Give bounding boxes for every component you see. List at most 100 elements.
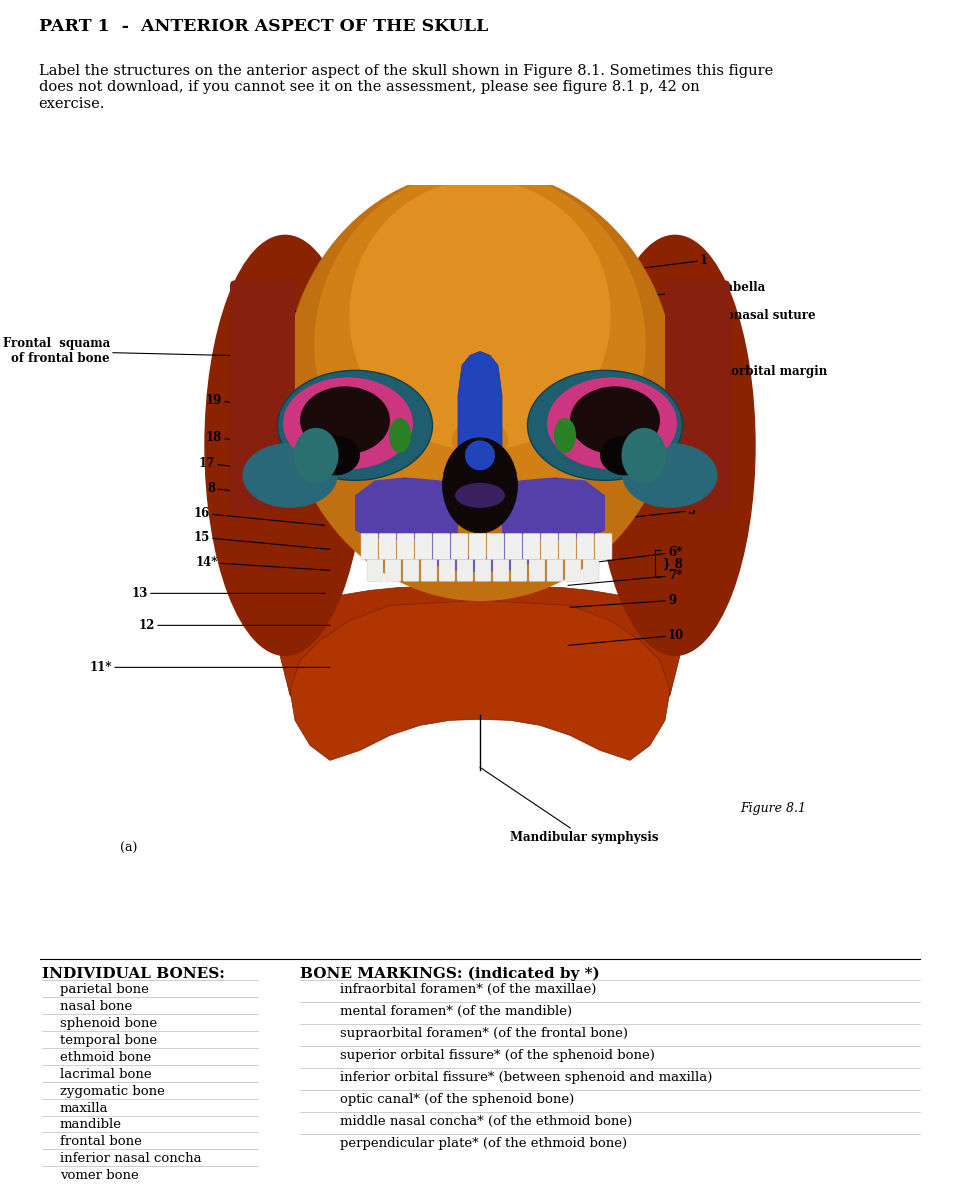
Text: 14*: 14*	[196, 555, 330, 571]
Polygon shape	[290, 600, 670, 760]
FancyBboxPatch shape	[361, 533, 378, 559]
Text: 2*: 2*	[540, 337, 704, 360]
Ellipse shape	[465, 440, 495, 470]
Text: 16: 16	[194, 507, 325, 526]
FancyBboxPatch shape	[493, 559, 509, 581]
Polygon shape	[280, 585, 680, 715]
FancyBboxPatch shape	[565, 559, 581, 581]
FancyBboxPatch shape	[439, 559, 455, 581]
FancyBboxPatch shape	[511, 559, 527, 581]
Text: maxilla: maxilla	[60, 1101, 108, 1114]
FancyBboxPatch shape	[379, 533, 396, 559]
Ellipse shape	[242, 443, 337, 508]
Ellipse shape	[315, 170, 645, 520]
FancyBboxPatch shape	[403, 559, 419, 581]
Text: 1: 1	[545, 253, 708, 281]
Ellipse shape	[527, 371, 683, 481]
Ellipse shape	[283, 378, 413, 469]
Ellipse shape	[310, 436, 360, 475]
Ellipse shape	[442, 438, 518, 533]
Text: Supraorbital margin: Supraorbital margin	[558, 365, 827, 387]
FancyBboxPatch shape	[529, 559, 545, 581]
Text: 7*: 7*	[568, 568, 682, 585]
Ellipse shape	[205, 236, 365, 656]
Text: temporal bone: temporal bone	[60, 1034, 157, 1047]
Ellipse shape	[455, 483, 505, 508]
Text: 8: 8	[207, 482, 325, 501]
Text: inferior orbital fissure* (between sphenoid and maxilla): inferior orbital fissure* (between sphen…	[340, 1070, 712, 1083]
Polygon shape	[420, 530, 540, 572]
Text: PART 1  -  ANTERIOR ASPECT OF THE SKULL: PART 1 - ANTERIOR ASPECT OF THE SKULL	[39, 18, 488, 34]
Ellipse shape	[554, 418, 576, 452]
Ellipse shape	[595, 236, 755, 656]
Ellipse shape	[300, 386, 390, 455]
Ellipse shape	[600, 436, 650, 475]
Text: 17: 17	[199, 457, 325, 477]
FancyBboxPatch shape	[451, 533, 468, 559]
Text: 4*: 4*	[578, 465, 704, 485]
Text: Mandibular symphysis: Mandibular symphysis	[480, 767, 659, 844]
FancyBboxPatch shape	[469, 533, 486, 559]
FancyBboxPatch shape	[547, 559, 563, 581]
Text: Figure 8.1: Figure 8.1	[740, 803, 806, 816]
FancyBboxPatch shape	[541, 533, 558, 559]
FancyBboxPatch shape	[559, 533, 576, 559]
Text: parietal bone: parietal bone	[60, 983, 149, 996]
Ellipse shape	[621, 427, 667, 483]
FancyBboxPatch shape	[583, 559, 599, 581]
Text: supraorbital foramen* (of the frontal bone): supraorbital foramen* (of the frontal bo…	[340, 1027, 628, 1040]
Ellipse shape	[277, 371, 433, 481]
FancyBboxPatch shape	[230, 281, 295, 510]
Text: 18: 18	[206, 431, 325, 451]
Ellipse shape	[622, 443, 718, 508]
Text: } 8: } 8	[663, 556, 683, 570]
FancyBboxPatch shape	[421, 559, 437, 581]
FancyBboxPatch shape	[457, 559, 473, 581]
Text: perpendicular plate* (of the ethmoid bone): perpendicular plate* (of the ethmoid bon…	[340, 1137, 627, 1150]
Ellipse shape	[294, 427, 338, 483]
Text: Label the structures on the anterior aspect of the skull shown in Figure 8.1. So: Label the structures on the anterior asp…	[39, 64, 773, 110]
Text: INDIVIDUAL BONES:: INDIVIDUAL BONES:	[42, 967, 225, 980]
FancyBboxPatch shape	[367, 559, 383, 581]
Text: lacrimal bone: lacrimal bone	[60, 1068, 152, 1081]
Text: mandible: mandible	[60, 1119, 122, 1132]
Text: BONE MARKINGS: (indicated by *): BONE MARKINGS: (indicated by *)	[300, 967, 600, 982]
Text: superior orbital fissure* (of the sphenoid bone): superior orbital fissure* (of the spheno…	[340, 1049, 655, 1062]
Text: 10: 10	[568, 629, 684, 645]
Ellipse shape	[285, 170, 675, 600]
Text: ethmoid bone: ethmoid bone	[60, 1050, 152, 1063]
Text: mental foramen* (of the mandible): mental foramen* (of the mandible)	[340, 1005, 572, 1018]
Ellipse shape	[389, 418, 411, 452]
Text: 15: 15	[194, 530, 330, 549]
Ellipse shape	[547, 378, 677, 469]
Text: Frontal  squama
of frontal bone: Frontal squama of frontal bone	[3, 337, 310, 366]
FancyBboxPatch shape	[433, 533, 450, 559]
Text: Glabella: Glabella	[540, 281, 766, 305]
Text: vomer bone: vomer bone	[60, 1170, 139, 1183]
FancyBboxPatch shape	[595, 533, 612, 559]
Text: infraorbital foramen* (of the maxillae): infraorbital foramen* (of the maxillae)	[340, 983, 596, 996]
Text: 5*: 5*	[575, 504, 702, 523]
Text: 19: 19	[206, 394, 325, 413]
FancyBboxPatch shape	[487, 533, 504, 559]
Text: middle nasal concha* (of the ethmoid bone): middle nasal concha* (of the ethmoid bon…	[340, 1115, 633, 1127]
Ellipse shape	[350, 180, 610, 450]
FancyBboxPatch shape	[385, 559, 401, 581]
Polygon shape	[458, 352, 502, 465]
Polygon shape	[502, 477, 605, 540]
Text: zygomatic bone: zygomatic bone	[60, 1085, 165, 1098]
Text: inferior nasal concha: inferior nasal concha	[60, 1152, 202, 1165]
FancyBboxPatch shape	[665, 281, 730, 510]
Text: 12: 12	[139, 619, 330, 632]
FancyBboxPatch shape	[475, 559, 491, 581]
Text: (a): (a)	[120, 842, 137, 855]
FancyBboxPatch shape	[415, 533, 432, 559]
Text: nasal bone: nasal bone	[60, 999, 132, 1012]
FancyBboxPatch shape	[397, 533, 414, 559]
Text: frontal bone: frontal bone	[60, 1135, 142, 1148]
Text: 11*: 11*	[90, 661, 330, 674]
Text: 6*: 6*	[570, 546, 682, 565]
Text: 20: 20	[239, 291, 310, 315]
Text: 9: 9	[570, 594, 676, 607]
Text: optic canal* (of the sphenoid bone): optic canal* (of the sphenoid bone)	[340, 1093, 574, 1106]
